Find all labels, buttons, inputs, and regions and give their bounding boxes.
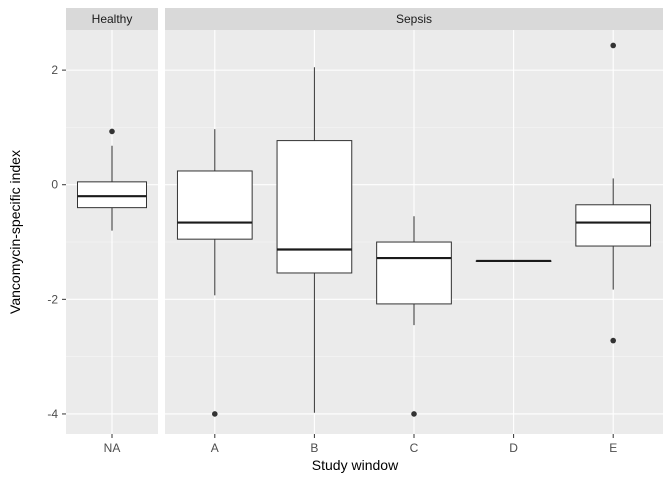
- box-C: [376, 216, 452, 417]
- x-axis-title: Study window: [312, 457, 399, 473]
- box-D: [475, 259, 552, 263]
- boxes-healthy: [77, 128, 147, 231]
- box-E: [575, 42, 652, 344]
- box-body: [376, 241, 452, 305]
- x-tick-label: D: [509, 441, 518, 455]
- strip-healthy: [66, 8, 158, 30]
- panel-healthy: Healthy: [66, 8, 158, 434]
- outlier-point: [610, 337, 616, 344]
- box-body: [575, 204, 652, 247]
- panel-sepsis: Sepsis: [165, 8, 663, 434]
- y-tick-label: 2: [51, 63, 58, 77]
- box-body: [276, 140, 353, 274]
- outlier-point: [109, 128, 115, 135]
- y-tick-label: -4: [47, 407, 58, 421]
- strip-sepsis: [165, 8, 663, 30]
- x-tick-label: NA: [104, 441, 121, 455]
- y-axis: -4 -2 0 2: [47, 63, 66, 421]
- y-tick-label: 0: [51, 178, 58, 192]
- box-B: [276, 67, 353, 413]
- strip-label-sepsis: Sepsis: [396, 12, 432, 26]
- box-A: [176, 129, 253, 417]
- outlier-point: [411, 411, 417, 417]
- y-tick-label: -2: [47, 292, 58, 306]
- box-NA: [77, 128, 147, 231]
- outlier-point: [610, 42, 616, 49]
- x-tick-label: E: [609, 441, 617, 455]
- strip-label-healthy: Healthy: [92, 12, 133, 26]
- x-tick-label: B: [310, 441, 318, 455]
- x-axis: NA A B C D E: [104, 434, 617, 455]
- x-tick-label: A: [211, 441, 219, 455]
- box-body: [176, 170, 253, 240]
- box-body: [77, 181, 147, 209]
- outlier-point: [212, 411, 218, 417]
- y-axis-title: Vancomycin-specific index: [7, 150, 23, 314]
- boxes-sepsis: [176, 42, 652, 417]
- x-tick-label: C: [410, 441, 419, 455]
